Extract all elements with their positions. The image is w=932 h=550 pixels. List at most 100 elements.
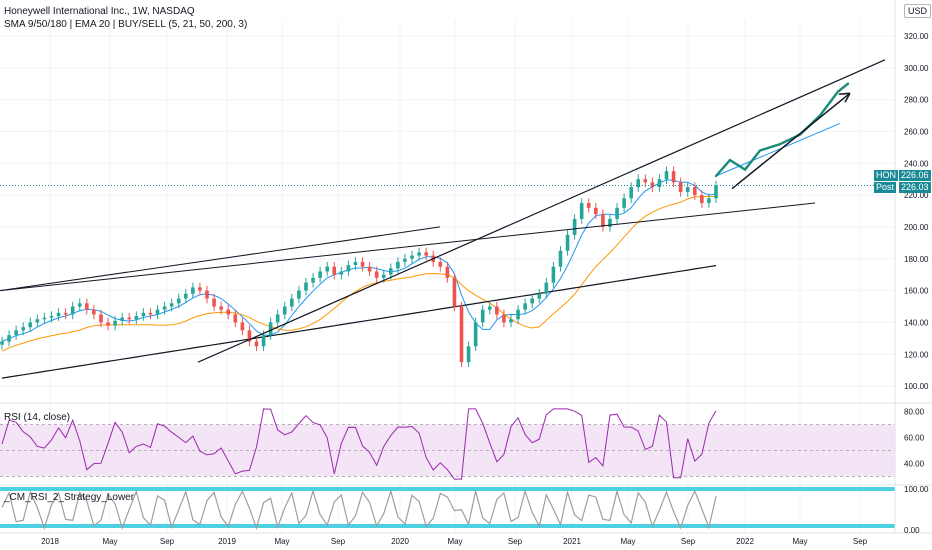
candle-body	[509, 319, 513, 323]
candle-body	[403, 258, 407, 262]
y-tick-label: 240.00	[904, 159, 929, 168]
rsi-pane	[0, 408, 895, 480]
candles	[0, 166, 718, 367]
candle-body	[205, 290, 209, 299]
candle-body	[127, 317, 132, 320]
candle-body	[141, 312, 146, 317]
candle-body	[495, 306, 499, 315]
candle-body	[459, 306, 464, 363]
candle-body	[608, 218, 612, 227]
x-tick-label: Sep	[853, 537, 868, 546]
candle-body	[678, 182, 683, 192]
y-tick-label: 160.00	[904, 287, 929, 296]
candle-body	[487, 306, 492, 310]
y-tick-label: 180.00	[904, 255, 929, 264]
candle-body	[7, 335, 11, 342]
candle-body	[594, 207, 598, 215]
candle-body	[544, 282, 549, 294]
candle-body	[92, 309, 96, 315]
candle-body	[565, 234, 570, 251]
y-tick-label: 300.00	[904, 64, 929, 73]
candle-body	[85, 303, 89, 310]
candle-body	[63, 312, 68, 315]
x-tick-label: Sep	[681, 537, 696, 546]
candle-body	[268, 322, 273, 336]
candle-body	[325, 266, 329, 272]
candle-body	[346, 265, 351, 272]
candle-body	[643, 179, 648, 183]
candle-body	[35, 319, 40, 323]
candle-body	[191, 287, 195, 294]
candle-body	[212, 298, 216, 307]
candle-body	[353, 261, 358, 266]
candle-body	[381, 274, 386, 278]
candle-body	[297, 290, 301, 299]
candle-body	[275, 314, 280, 323]
candle-body	[219, 306, 223, 310]
candle-body	[664, 171, 669, 180]
candle-body	[523, 303, 527, 310]
candle-body	[198, 287, 202, 291]
candle-body	[601, 214, 605, 227]
post-price-tag: 226.03	[899, 182, 931, 193]
rsi-tick-label: 60.00	[904, 434, 925, 443]
candle-body	[332, 266, 337, 275]
candle-body	[339, 271, 344, 275]
candle-body	[424, 252, 428, 256]
candle-body	[692, 187, 697, 196]
candle-body	[70, 306, 75, 315]
y-tick-label: 320.00	[904, 32, 929, 41]
candle-body	[282, 306, 287, 315]
candle-body	[21, 327, 26, 331]
cm-tick-label: 100.00	[904, 485, 929, 494]
post-tag: Post	[874, 182, 897, 193]
candle-body	[28, 322, 33, 328]
candle-body	[396, 261, 400, 269]
candle-body	[99, 314, 103, 323]
chart-title: Honeywell International Inc., 1W, NASDAQ	[4, 6, 195, 17]
x-tick-label: May	[102, 537, 117, 546]
candle-body	[714, 185, 718, 199]
x-tick-label: 2021	[563, 537, 581, 546]
indicator-list[interactable]: SMA 9/50/180 | EMA 20 | BUY/SELL (5, 21,…	[4, 19, 248, 30]
trend-overlay	[0, 59, 895, 363]
rsi-tick-label: 80.00	[904, 408, 925, 417]
candle-body	[226, 309, 231, 315]
candle-body	[290, 298, 294, 307]
candle-body	[502, 314, 506, 323]
candle-body	[473, 322, 478, 347]
sma-long-line	[1, 265, 717, 379]
rsi-title[interactable]: RSI (14, close)	[4, 412, 71, 423]
candle-body	[304, 282, 308, 291]
candle-body	[261, 335, 266, 347]
candle-body	[579, 203, 584, 219]
rsi-tick-label: 40.00	[904, 460, 925, 469]
candle-body	[106, 322, 110, 326]
arrow-head-icon	[838, 92, 851, 103]
chart-header: Honeywell International Inc., 1W, NASDAQ…	[4, 5, 247, 31]
y-tick-label: 280.00	[904, 96, 929, 105]
candle-body	[417, 252, 421, 256]
currency-label[interactable]: USD	[904, 4, 932, 18]
candle-body	[466, 346, 471, 363]
candle-body	[537, 293, 542, 299]
candle-body	[49, 316, 54, 318]
cm-title[interactable]: _CM_RSI_2_Strategy_Lower	[4, 492, 135, 503]
candle-body	[650, 182, 655, 188]
cm-line	[1, 488, 717, 530]
x-tick-label: 2018	[41, 537, 59, 546]
candle-body	[516, 309, 520, 320]
candle-body	[120, 317, 124, 321]
x-tick-label: May	[447, 537, 462, 546]
candle-body	[247, 330, 252, 342]
candle-body	[176, 298, 181, 304]
x-tick-label: 2020	[391, 537, 409, 546]
candle-body	[671, 171, 676, 183]
symbol-tag: HON	[874, 170, 898, 181]
x-tick-label: May	[620, 537, 635, 546]
candle-body	[42, 317, 47, 320]
candle-body	[318, 271, 322, 278]
candle-body	[367, 266, 372, 272]
candle-body	[629, 187, 633, 199]
